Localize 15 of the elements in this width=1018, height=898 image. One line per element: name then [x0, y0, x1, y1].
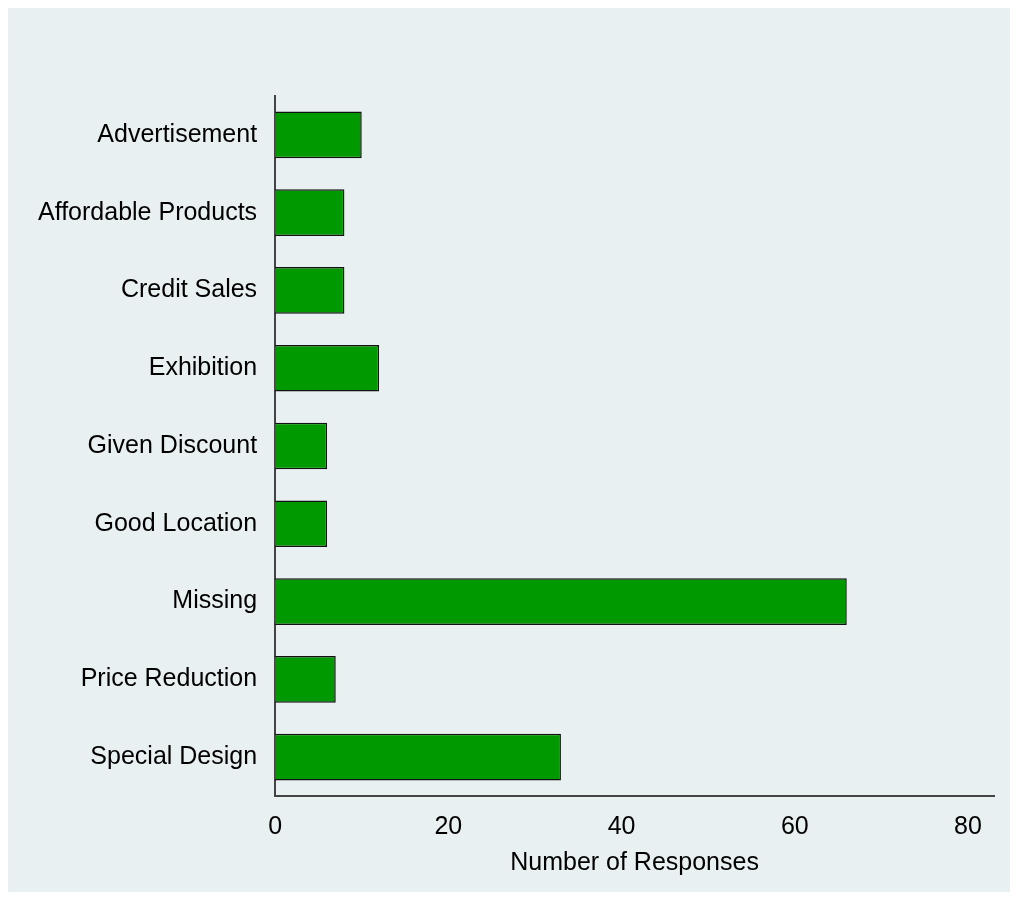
- x-tick-label: 40: [607, 810, 636, 839]
- y-tick-label: Price Reduction: [80, 663, 258, 692]
- x-axis-title: Number of Responses: [510, 846, 759, 875]
- y-tick-label: Advertisement: [97, 118, 258, 147]
- x-tick-label: 20: [434, 810, 463, 839]
- y-tick-label: Special Design: [90, 741, 258, 769]
- x-tick-label: 80: [954, 810, 982, 839]
- y-tick-label: Missing: [172, 585, 258, 614]
- y-tick-label: Good Location: [94, 507, 258, 536]
- x-tick-label: 60: [780, 810, 809, 839]
- y-tick-label: Given Discount: [87, 429, 258, 458]
- y-tick-label: Credit Sales: [120, 274, 258, 303]
- x-tick-label: 0: [268, 810, 283, 839]
- y-tick-label: Exhibition: [148, 352, 258, 381]
- y-tick-label: Affordable Products: [37, 196, 258, 225]
